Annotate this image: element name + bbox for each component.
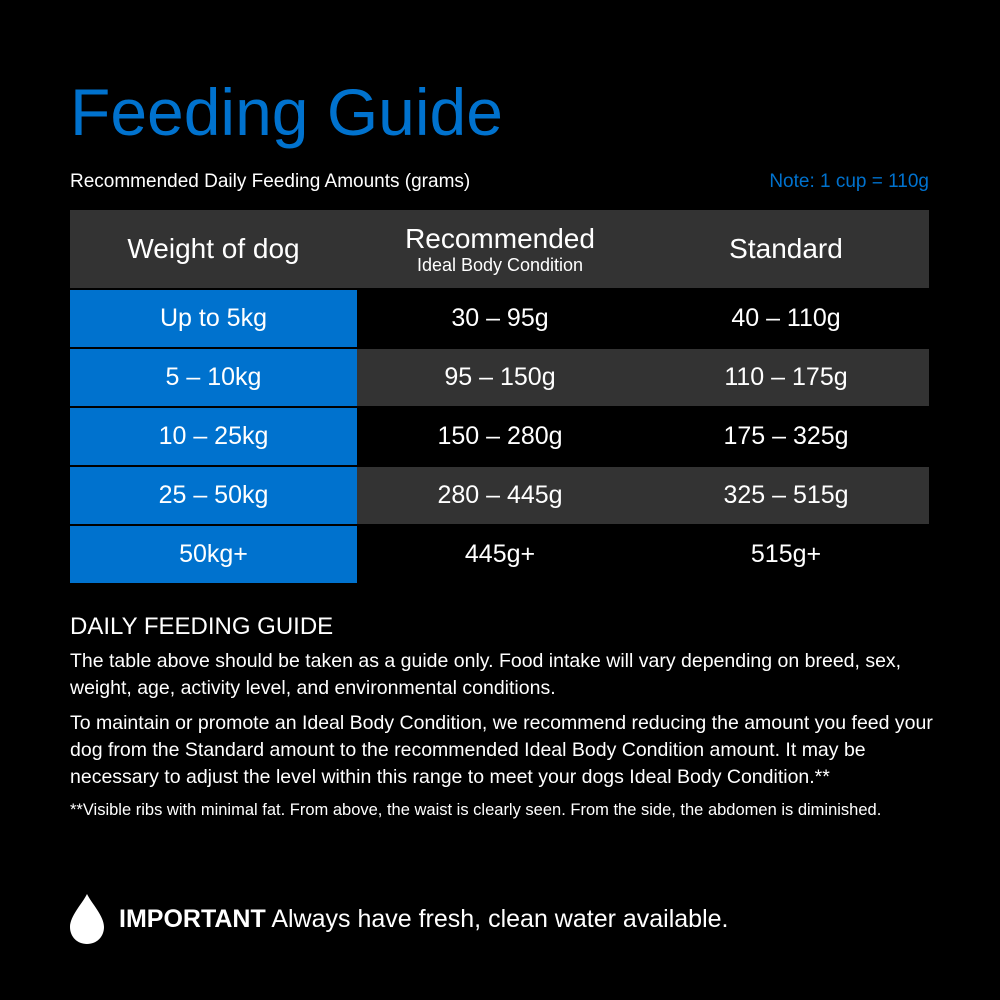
page-title: Feeding Guide [70, 75, 503, 149]
recommended-cell: 30 – 95g [451, 304, 549, 332]
important-notice: IMPORTANT Always have fresh, clean water… [70, 894, 729, 944]
standard-cell: 325 – 515g [643, 467, 929, 524]
water-drop-icon [70, 894, 104, 944]
column-header-label: Standard [729, 233, 843, 264]
feeding-table: Weight of dog Recommended Ideal Body Con… [70, 210, 929, 583]
standard-cell: 515g+ [750, 540, 822, 568]
column-header-label: Recommended [405, 223, 595, 254]
guide-paragraph-2: To maintain or promote an Ideal Body Con… [70, 712, 933, 788]
table-row: 25 – 50kg 280 – 445g 325 – 515g [70, 467, 929, 524]
recommended-cell: 445g+ [464, 540, 536, 568]
weight-cell: 50kg+ [70, 526, 357, 583]
table-row: 10 – 25kg 150 – 280g 175 – 325g [70, 408, 929, 465]
standard-cell: 40 – 110g [731, 304, 841, 332]
table-subtitle: Recommended Daily Feeding Amounts (grams… [70, 171, 471, 192]
column-header-sublabel: Ideal Body Condition [416, 255, 584, 275]
important-label: IMPORTANT [119, 905, 266, 933]
column-header-standard: Standard [643, 233, 929, 265]
weight-cell: 5 – 10kg [70, 349, 357, 406]
important-text: IMPORTANT Always have fresh, clean water… [119, 904, 729, 934]
recommended-cell: 95 – 150g [357, 349, 643, 406]
important-message: Always have fresh, clean water available… [265, 905, 729, 933]
column-header-recommended: Recommended Ideal Body Condition [357, 223, 643, 275]
guide-paragraph-1: The table above should be taken as a gui… [70, 650, 902, 699]
recommended-cell: 280 – 445g [357, 467, 643, 524]
column-header-label: Weight of dog [127, 233, 300, 264]
guide-footnote: **Visible ribs with minimal fat. From ab… [70, 801, 882, 819]
table-header: Weight of dog Recommended Ideal Body Con… [70, 210, 929, 288]
cup-conversion-note: Note: 1 cup = 110g [769, 171, 929, 192]
table-row: 50kg+ 445g+ 515g+ [70, 526, 929, 583]
standard-cell: 110 – 175g [643, 349, 929, 406]
column-header-weight: Weight of dog [70, 233, 357, 265]
section-heading: DAILY FEEDING GUIDE [70, 613, 334, 640]
weight-cell: 25 – 50kg [70, 467, 357, 524]
daily-feeding-guide-section: DAILY FEEDING GUIDE The table above shou… [70, 612, 940, 822]
table-row: 5 – 10kg 95 – 150g 110 – 175g [70, 349, 929, 406]
table-row: Up to 5kg 30 – 95g 40 – 110g [70, 290, 929, 347]
weight-cell: Up to 5kg [70, 290, 357, 347]
recommended-cell: 150 – 280g [437, 422, 563, 450]
standard-cell: 175 – 325g [723, 422, 849, 450]
weight-cell: 10 – 25kg [70, 408, 357, 465]
